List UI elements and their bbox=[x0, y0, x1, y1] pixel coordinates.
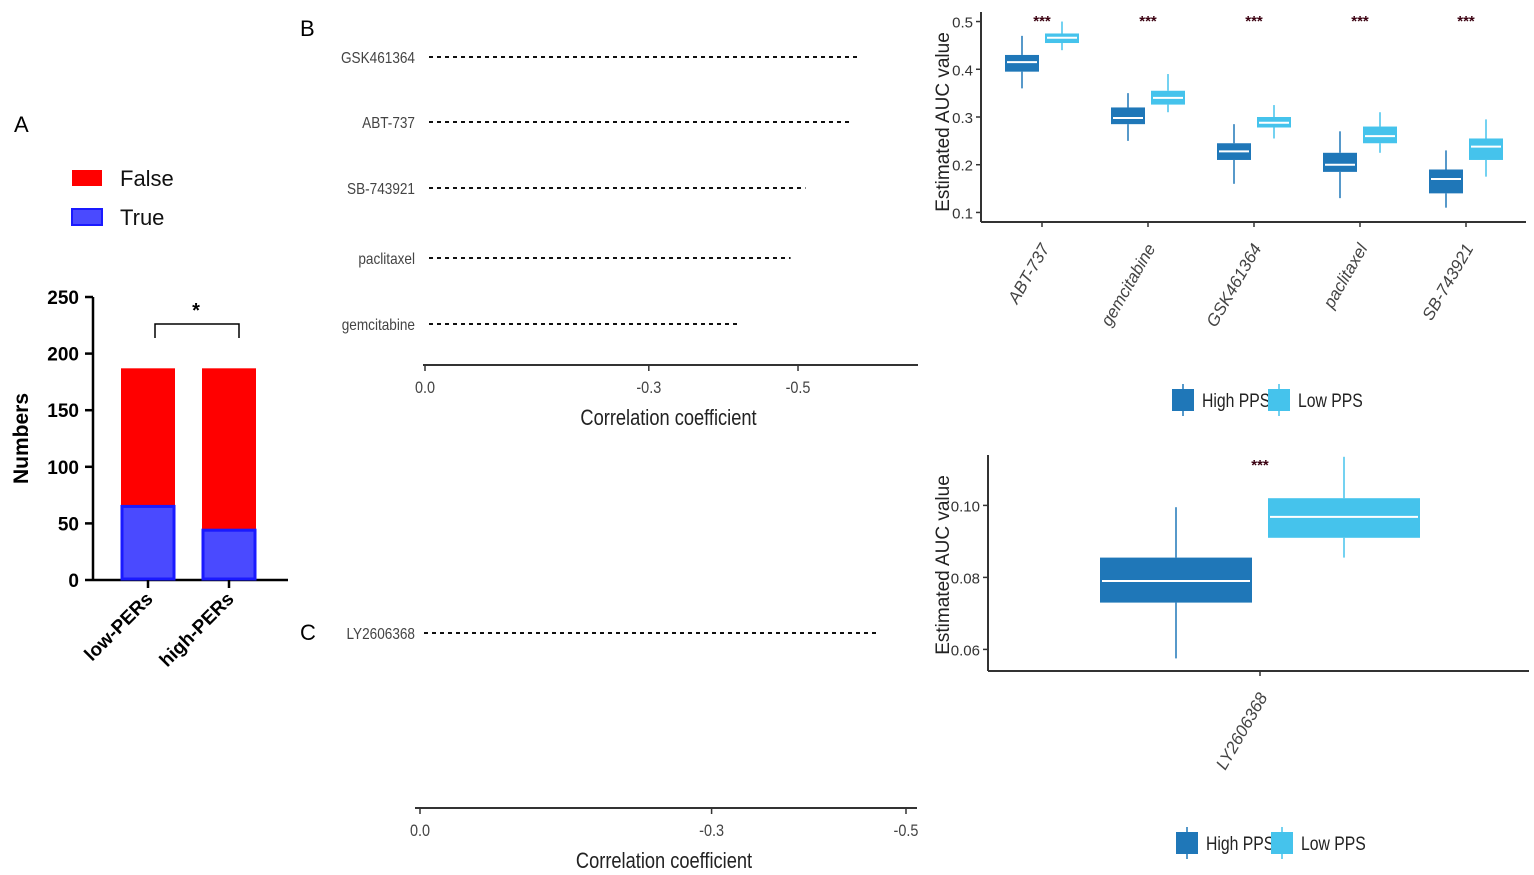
panel-label-b: B bbox=[300, 16, 315, 41]
box-paclitaxel-Low PPS bbox=[1363, 126, 1397, 144]
x-tick-label-LY2606368: LY2606368 bbox=[1212, 689, 1271, 773]
row-label-paclitaxel: paclitaxel bbox=[358, 251, 415, 268]
legend-label-High PPS: High PPS bbox=[1202, 390, 1270, 412]
y-tick-label: 250 bbox=[47, 288, 79, 309]
x-tick-label: -0.5 bbox=[786, 379, 811, 397]
bar-false-high-PERs bbox=[202, 368, 256, 531]
legend-label-true: True bbox=[120, 205, 164, 230]
legend-swatch-Low PPS bbox=[1271, 832, 1293, 854]
y-tick-label: 0.5 bbox=[952, 15, 973, 32]
chart-c-correlation: LY2606368 0.0 -0.3 -0.5 Correlation coeffici… bbox=[347, 626, 919, 873]
x-tick-label-ABT-737: ABT-737 bbox=[1004, 240, 1054, 308]
legend-swatch-High PPS bbox=[1172, 389, 1194, 411]
y-tick-label: 0.3 bbox=[952, 110, 973, 127]
legend-label-High PPS: High PPS bbox=[1206, 833, 1274, 855]
y-tick-label: 0.4 bbox=[952, 62, 973, 79]
x-tick-label: -0.3 bbox=[636, 379, 661, 397]
x-tick-label-SB-743921: SB-743921 bbox=[1418, 241, 1477, 324]
x-tick-label: 0.0 bbox=[415, 379, 435, 397]
x-tick-label-low-PERs: low-PERs bbox=[81, 589, 158, 666]
y-tick-label: 0.1 bbox=[952, 205, 973, 222]
y-tick-label: 50 bbox=[58, 514, 79, 535]
panel-label-c: C bbox=[300, 620, 316, 645]
significance-SB-743921: *** bbox=[1457, 13, 1475, 30]
y-tick-label: 0.10 bbox=[951, 498, 980, 515]
row-label-SB-743921: SB-743921 bbox=[347, 181, 415, 198]
legend-label-Low PPS: Low PPS bbox=[1301, 833, 1366, 855]
y-axis-title: Estimated AUC value bbox=[933, 475, 954, 655]
box-paclitaxel-High PPS bbox=[1323, 152, 1357, 172]
significance-GSK461364: *** bbox=[1245, 13, 1263, 30]
x-tick-label: -0.5 bbox=[894, 822, 919, 840]
legend-swatch-Low PPS bbox=[1268, 389, 1290, 411]
row-label-ABT-737: ABT-737 bbox=[362, 115, 415, 132]
box-SB-743921-Low PPS bbox=[1469, 138, 1503, 160]
legend-label-false: False bbox=[120, 166, 174, 191]
significance-label: * bbox=[192, 300, 200, 322]
box-LY2606368-Low PPS bbox=[1268, 498, 1420, 538]
legend-swatch-true bbox=[71, 208, 103, 226]
bar-true-low-PERs bbox=[120, 504, 176, 581]
x-tick-label-high-PERs: high-PERs bbox=[156, 589, 239, 672]
x-axis-title: Correlation coefficient bbox=[576, 850, 753, 874]
bar-false-low-PERs bbox=[121, 368, 175, 507]
x-tick-label-paclitaxel: paclitaxel bbox=[1319, 239, 1372, 312]
legend-swatch-false bbox=[72, 170, 102, 186]
significance-ABT-737: *** bbox=[1033, 13, 1051, 30]
chart-a-stacked-bar: False True 0 50 100 150 200 250 Numbers low-PERsh… bbox=[10, 166, 288, 671]
box-SB-743921-High PPS bbox=[1429, 169, 1463, 194]
x-tick-label-gemcitabine: gemcitabine bbox=[1097, 241, 1159, 330]
bar-true-high-PERs bbox=[201, 528, 257, 581]
y-tick-label: 100 bbox=[47, 458, 79, 479]
legend-label-Low PPS: Low PPS bbox=[1298, 390, 1363, 412]
y-tick-label: 0.2 bbox=[952, 158, 973, 175]
y-tick-label: 0 bbox=[68, 571, 79, 592]
x-tick-label: 0.0 bbox=[410, 822, 430, 840]
legend-swatch-High PPS bbox=[1176, 832, 1198, 854]
row-label-LY2606368: LY2606368 bbox=[347, 626, 415, 643]
x-tick-label: -0.3 bbox=[699, 822, 724, 840]
y-axis-title: Estimated AUC value bbox=[933, 32, 954, 212]
x-axis-title: Correlation coefficient bbox=[580, 407, 757, 431]
significance-LY2606368: *** bbox=[1251, 457, 1269, 474]
y-axis-title: Numbers bbox=[10, 393, 33, 484]
y-tick-label: 150 bbox=[47, 401, 79, 422]
significance-paclitaxel: *** bbox=[1351, 13, 1369, 30]
y-tick-label: 200 bbox=[47, 345, 79, 366]
y-tick-label: 0.06 bbox=[951, 642, 980, 659]
row-label-GSK461364: GSK461364 bbox=[341, 50, 415, 67]
y-tick-label: 0.08 bbox=[951, 570, 980, 587]
significance-gemcitabine: *** bbox=[1139, 13, 1157, 30]
box-gemcitabine-High PPS bbox=[1111, 107, 1145, 125]
significance-bracket bbox=[154, 323, 240, 338]
panel-label-a: A bbox=[14, 112, 29, 137]
row-label-gemcitabine: gemcitabine bbox=[342, 317, 415, 334]
x-tick-label-GSK461364: GSK461364 bbox=[1203, 241, 1266, 331]
box-ABT-737-High PPS bbox=[1005, 54, 1039, 72]
chart-b-correlation: GSK461364 ABT-737 SB-743921 paclitaxel gemci… bbox=[341, 50, 918, 430]
